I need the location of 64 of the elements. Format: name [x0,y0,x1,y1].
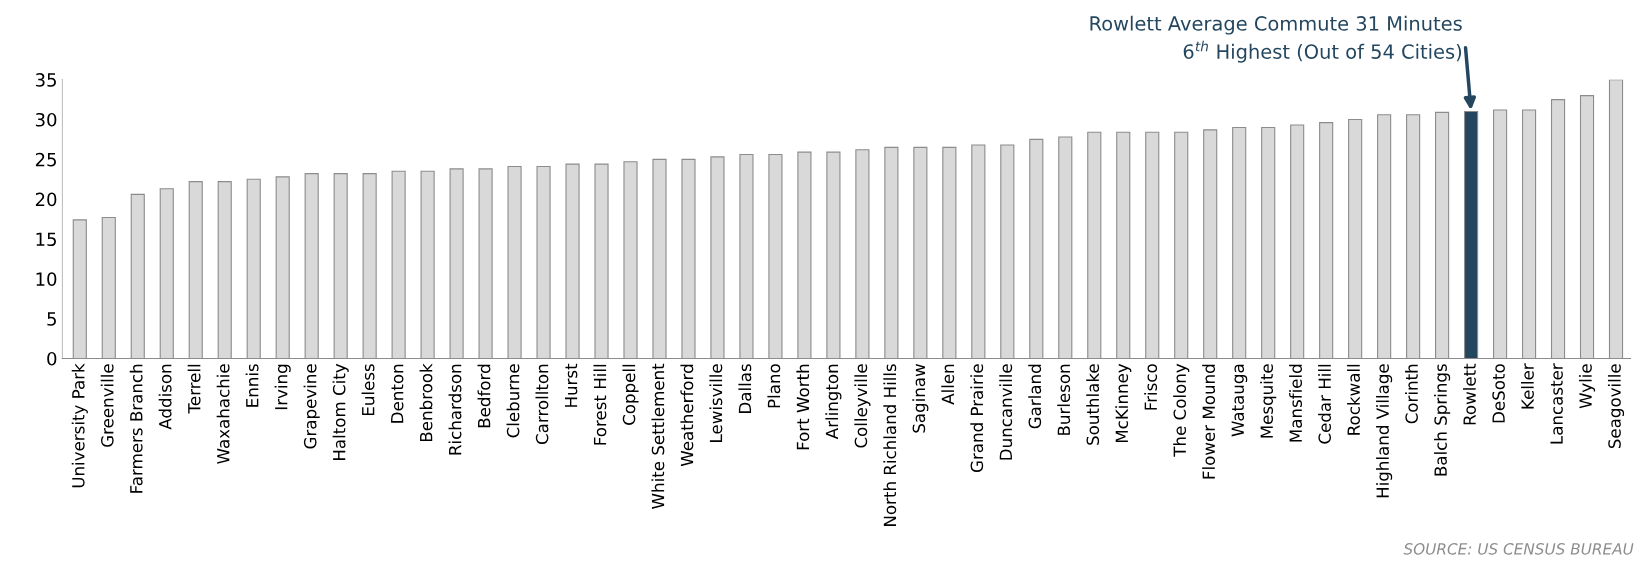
x-tick-label: Waxahachie [216,364,230,464]
x-tick-label: Haltom City [332,363,349,460]
x-tick-label: Plano [767,364,781,408]
x-tick-label: Hurst [564,363,578,407]
annotation: Rowlett Average Commute 31 Minutes 6$^{th}$ Highest (Out of 54 Cities) [1090,15,1462,63]
x-tick-label: Addison [158,364,172,430]
x-tick-label: Grand Prairie [970,364,984,473]
x-tick-label: Mansfield [1289,364,1303,442]
x-tick-label: DeSoto [1492,364,1505,423]
x-tick-label: Dallas [738,364,752,413]
x-tick-label: Benbrook [419,363,433,442]
x-tick-label: Coppell [622,364,639,425]
x-tick-label: Allen [941,364,955,405]
x-tick-label: White Settlement [651,363,665,509]
x-tick-label: Highland Village [1376,364,1393,498]
x-tick-label: Denton [391,364,404,423]
x-tick-label: Richardson [448,364,462,455]
x-tick-label: Euless [361,364,375,416]
y-tick-label: 35 [35,73,56,87]
x-tick-label: Saginaw [912,364,929,433]
x-tick-label: The Colony [1173,363,1190,457]
x-tick-label: Southlake [1086,364,1100,445]
x-tick-label: McKinney [1115,363,1132,443]
x-tick-label: North Richland Hills [883,364,897,526]
x-tick-label: Grapevine [303,364,320,449]
y-tick-label: 25 [35,152,56,167]
x-tick-label: University Park [71,363,88,488]
x-tick-label: Keller [1520,363,1534,409]
x-tick-label: Carrollton [535,364,549,445]
y-tick-label: 0 [47,351,57,366]
source-note: SOURCE: US CENSUS BUREAU [1403,543,1634,555]
x-tick-label: Flower Mound [1202,364,1216,479]
x-tick-label: Corinth [1405,364,1418,424]
x-tick-label: Ennis [245,364,259,407]
x-tick-label: Forest Hill [593,364,607,445]
x-tick-label: Lewisville [709,364,723,442]
x-tick-label: Terrell [187,364,201,414]
x-tick-label: Seagoville [1607,364,1625,449]
x-tick-label: Duncanville [999,364,1013,460]
x-tick-label: Irving [274,364,291,410]
x-tick-label: Wylie [1578,364,1596,409]
y-tick-label: 20 [35,192,57,207]
x-tick-label: Arlington [825,364,842,440]
x-tick-label: Frisco [1144,364,1158,410]
x-tick-label: Rockwall [1347,364,1360,435]
x-tick-label: Watauga [1231,364,1248,437]
x-tick-label: Weatherford [680,364,694,467]
x-tick-label: Colleyville [854,364,871,448]
x-tick-label: Greenville [100,364,114,447]
x-tick-label: Mesquite [1260,364,1277,438]
x-tick-label: Garland [1028,364,1042,429]
x-tick-label: Farmers Branch [129,364,143,493]
x-tick-label: Lancaster [1550,363,1563,444]
x-tick-label: Rowlett [1463,363,1476,425]
y-tick-label: 15 [36,232,56,247]
y-tick-label: 30 [35,112,57,127]
x-tick-label: Bedford [477,364,491,428]
x-tick-label: Fort Worth [796,364,810,450]
x-tick-label: Balch Springs [1434,364,1451,476]
x-tick-label: Burleson [1057,364,1071,435]
y-tick-label: 10 [36,272,57,286]
x-tick-label: Cedar Hill [1318,364,1331,444]
x-tick-label: Cleburne [506,364,520,438]
y-tick-label: 5 [47,312,56,326]
